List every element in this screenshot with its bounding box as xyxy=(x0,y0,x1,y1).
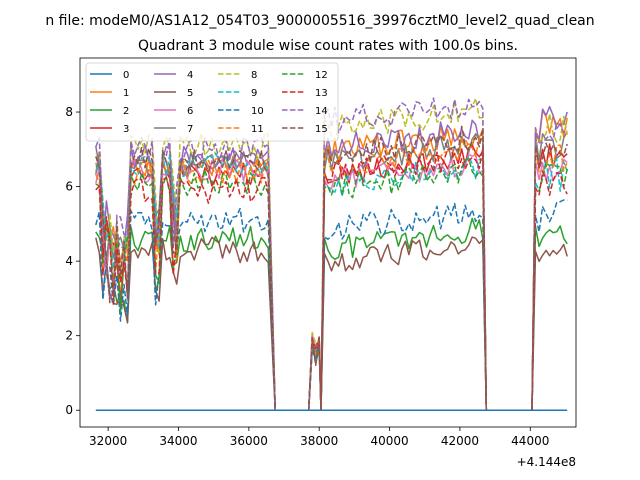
figure-suptitle: n file: modeM0/AS1A12_054T03_9000005516_… xyxy=(45,13,594,29)
plot-frame xyxy=(79,57,577,428)
x-axis: 32000 34000 36000 38000 40000 42000 44000 xyxy=(89,427,549,448)
y-tick-label: 4 xyxy=(65,254,73,268)
x-tick-label: 34000 xyxy=(159,434,197,448)
y-tick-label: 2 xyxy=(65,329,73,343)
legend-label-7: 7 xyxy=(187,124,193,135)
legend-label-3: 3 xyxy=(123,124,129,135)
y-tick-label: 8 xyxy=(65,105,73,119)
legend-label-15: 15 xyxy=(315,124,328,135)
series-line-15 xyxy=(95,125,568,411)
legend-label-2: 2 xyxy=(123,106,129,117)
series-line-5 xyxy=(95,236,568,411)
legend-label-11: 11 xyxy=(251,124,264,135)
legend-label-6: 6 xyxy=(187,106,193,117)
series-line-13 xyxy=(95,147,568,411)
y-axis: 0 2 4 6 8 xyxy=(65,105,80,417)
legend-label-13: 13 xyxy=(315,88,328,99)
series-lines xyxy=(95,97,568,411)
y-tick-label: 0 xyxy=(65,403,73,417)
x-offset-label: +4.144e8 xyxy=(517,455,576,469)
legend-box xyxy=(85,62,339,142)
legend-label-14: 14 xyxy=(315,106,328,117)
x-tick-label: 38000 xyxy=(300,434,338,448)
legend-label-12: 12 xyxy=(315,70,328,81)
legend-label-4: 4 xyxy=(187,70,193,81)
chart-title: Quadrant 3 module wise count rates with … xyxy=(138,38,518,54)
x-tick-label: 36000 xyxy=(230,434,268,448)
legend-label-10: 10 xyxy=(251,106,264,117)
x-tick-label: 44000 xyxy=(511,434,549,448)
x-tick-label: 42000 xyxy=(441,434,479,448)
series-line-10 xyxy=(95,199,568,411)
y-tick-label: 6 xyxy=(65,180,73,194)
x-tick-label: 32000 xyxy=(89,434,127,448)
legend-label-1: 1 xyxy=(123,88,129,99)
x-tick-label: 40000 xyxy=(370,434,408,448)
legend-label-8: 8 xyxy=(251,70,257,81)
legend-label-5: 5 xyxy=(187,88,193,99)
legend-label-0: 0 xyxy=(123,70,129,81)
legend-label-9: 9 xyxy=(251,88,257,99)
